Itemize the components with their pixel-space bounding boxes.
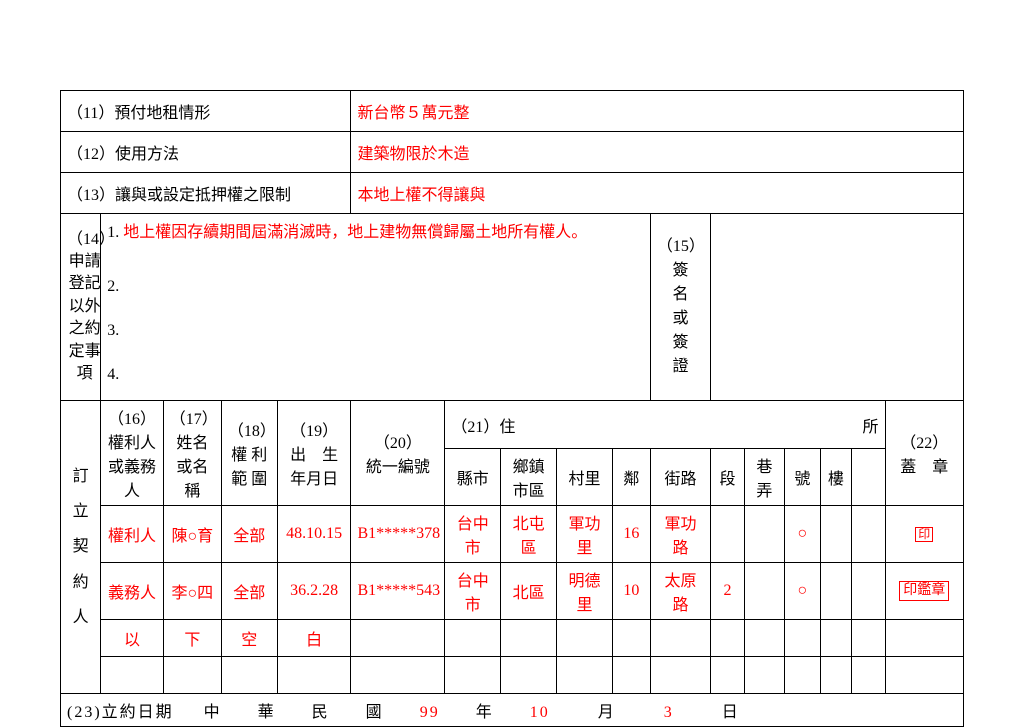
p1-sec [711, 506, 745, 563]
p1-road: 軍功路 [650, 506, 710, 563]
r14-line1-num: 1. [107, 224, 119, 241]
r15-head: （15） [657, 238, 705, 255]
p2-no: ○ [784, 563, 820, 620]
hdr-17: （17） 姓名或名稱 [163, 401, 221, 506]
date-day: 3 [664, 704, 674, 721]
form-table: （11）預付地租情形 新台幣５萬元整 （12）使用方法 建築物限於木造 （13）… [60, 90, 964, 727]
r14-line1-cell: 1. 地上權因存續期間屆滿消滅時，地上建物無償歸屬土地所有權人。 [101, 214, 651, 275]
contractor-e: 人 [73, 609, 89, 626]
p1-neigh: 16 [612, 506, 650, 563]
seal-icon: 印鑑章 [899, 581, 949, 600]
p2-role: 義務人 [101, 563, 164, 620]
r11-value: 新台幣５萬元整 [351, 91, 964, 132]
contractor-b: 立 [73, 503, 89, 520]
date-row: (23)立約日期 中 華 民 國 99 年 10 月 3 日 [61, 694, 964, 727]
p1-scope: 全部 [221, 506, 277, 563]
hdr-16: （16） 權利人或義務人 [101, 401, 164, 506]
date-yunit: 年 [476, 704, 494, 721]
blank-a: 以 [101, 620, 164, 657]
addr-hdr-lane: 巷弄 [744, 449, 784, 506]
r15-head-cell: （15） 簽名或簽證 [650, 214, 710, 401]
hdr-20: （20） 統一編號 [351, 401, 445, 506]
p1-no: ○ [784, 506, 820, 563]
p2-county: 台中市 [445, 563, 501, 620]
p1-name: 陳○育 [163, 506, 221, 563]
r13-value: 本地上權不得讓與 [351, 173, 964, 214]
addr-hdr-road: 街路 [650, 449, 710, 506]
hdr-19: （19） 出 生年月日 [277, 401, 351, 506]
addr-hdr-county: 縣市 [445, 449, 501, 506]
r14-line1-text: 地上權因存續期間屆滿消滅時，地上建物無償歸屬土地所有權人。 [123, 224, 587, 241]
addr-hdr-neigh: 鄰 [612, 449, 650, 506]
r14-sidebar: （14） 申請登記以外之約定事項 [61, 214, 101, 401]
r14-line2-cell: 2. [101, 274, 651, 318]
addr-hdr-town: 鄉鎮市區 [501, 449, 557, 506]
p2-dob: 36.2.28 [277, 563, 351, 620]
r14-line3-cell: 3. [101, 318, 651, 362]
p1-extra [851, 506, 885, 563]
contractor-d: 約 [73, 574, 89, 591]
addr-hdr-sec: 段 [711, 449, 745, 506]
r12-label: （12）使用方法 [61, 132, 351, 173]
p2-id: B1*****543 [351, 563, 445, 620]
p2-town: 北區 [501, 563, 557, 620]
seal-icon: 印 [915, 527, 933, 542]
date-munit: 月 [598, 704, 616, 721]
p1-seal-cell: 印 [885, 506, 964, 563]
p2-sec: 2 [711, 563, 745, 620]
p2-lane [744, 563, 784, 620]
p1-dob: 48.10.15 [277, 506, 351, 563]
p1-id: B1*****378 [351, 506, 445, 563]
contractor-label: 訂 立 契 約 人 [61, 401, 101, 694]
addr-hdr-floor: 樓 [820, 449, 851, 506]
p1-county: 台中市 [445, 506, 501, 563]
p1-town: 北屯區 [501, 506, 557, 563]
p2-name: 李○四 [163, 563, 221, 620]
p2-neigh: 10 [612, 563, 650, 620]
addr-hdr-extra [851, 449, 885, 506]
date-prefix: 中 華 民 國 [204, 704, 384, 721]
p2-floor [820, 563, 851, 620]
r14-line4-cell: 4. [101, 362, 651, 401]
contractor-c: 契 [73, 538, 89, 555]
blank-b: 下 [163, 620, 221, 657]
p2-village: 明德里 [557, 563, 613, 620]
addr-hdr-no: 號 [784, 449, 820, 506]
p1-lane [744, 506, 784, 563]
p1-floor [820, 506, 851, 563]
date-label: (23)立約日期 [67, 704, 174, 721]
p1-role: 權利人 [101, 506, 164, 563]
hdr-21: （21）住 所 [445, 401, 885, 449]
date-month: 10 [530, 704, 550, 721]
r13-label: （13）讓與或設定抵押權之限制 [61, 173, 351, 214]
r12-value: 建築物限於木造 [351, 132, 964, 173]
r14-label: 申請登記以外之約定事項 [67, 251, 102, 385]
date-dunit: 日 [722, 704, 740, 721]
addr-hdr-village: 村里 [557, 449, 613, 506]
p2-road: 太原路 [650, 563, 710, 620]
hdr-22: （22） 蓋 章 [885, 401, 964, 506]
hdr-18: （18） 權 利範 圍 [221, 401, 277, 506]
p2-seal-cell: 印鑑章 [885, 563, 964, 620]
p2-extra [851, 563, 885, 620]
p1-village: 軍功里 [557, 506, 613, 563]
r15-label: 簽名或簽證 [673, 259, 689, 379]
date-year: 99 [420, 704, 440, 721]
p2-scope: 全部 [221, 563, 277, 620]
blank-c: 空 [221, 620, 277, 657]
blank-d: 白 [277, 620, 351, 657]
r11-label: （11）預付地租情形 [61, 91, 351, 132]
r15-body [711, 214, 964, 401]
contractor-a: 訂 [73, 468, 89, 485]
